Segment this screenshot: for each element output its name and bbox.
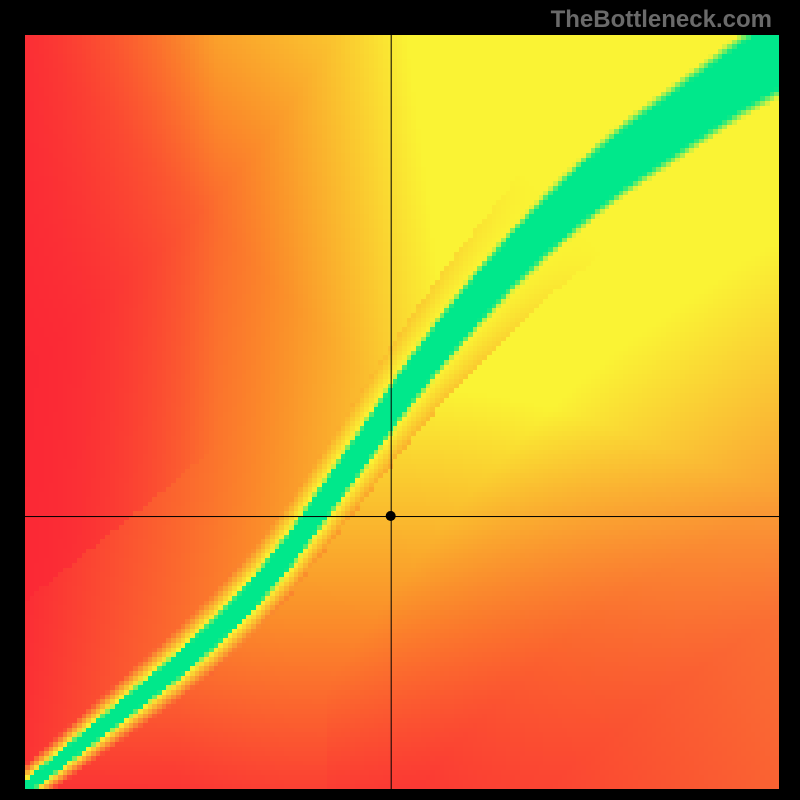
heatmap-canvas (0, 0, 800, 800)
chart-container: TheBottleneck.com (0, 0, 800, 800)
watermark-text: TheBottleneck.com (551, 6, 772, 34)
